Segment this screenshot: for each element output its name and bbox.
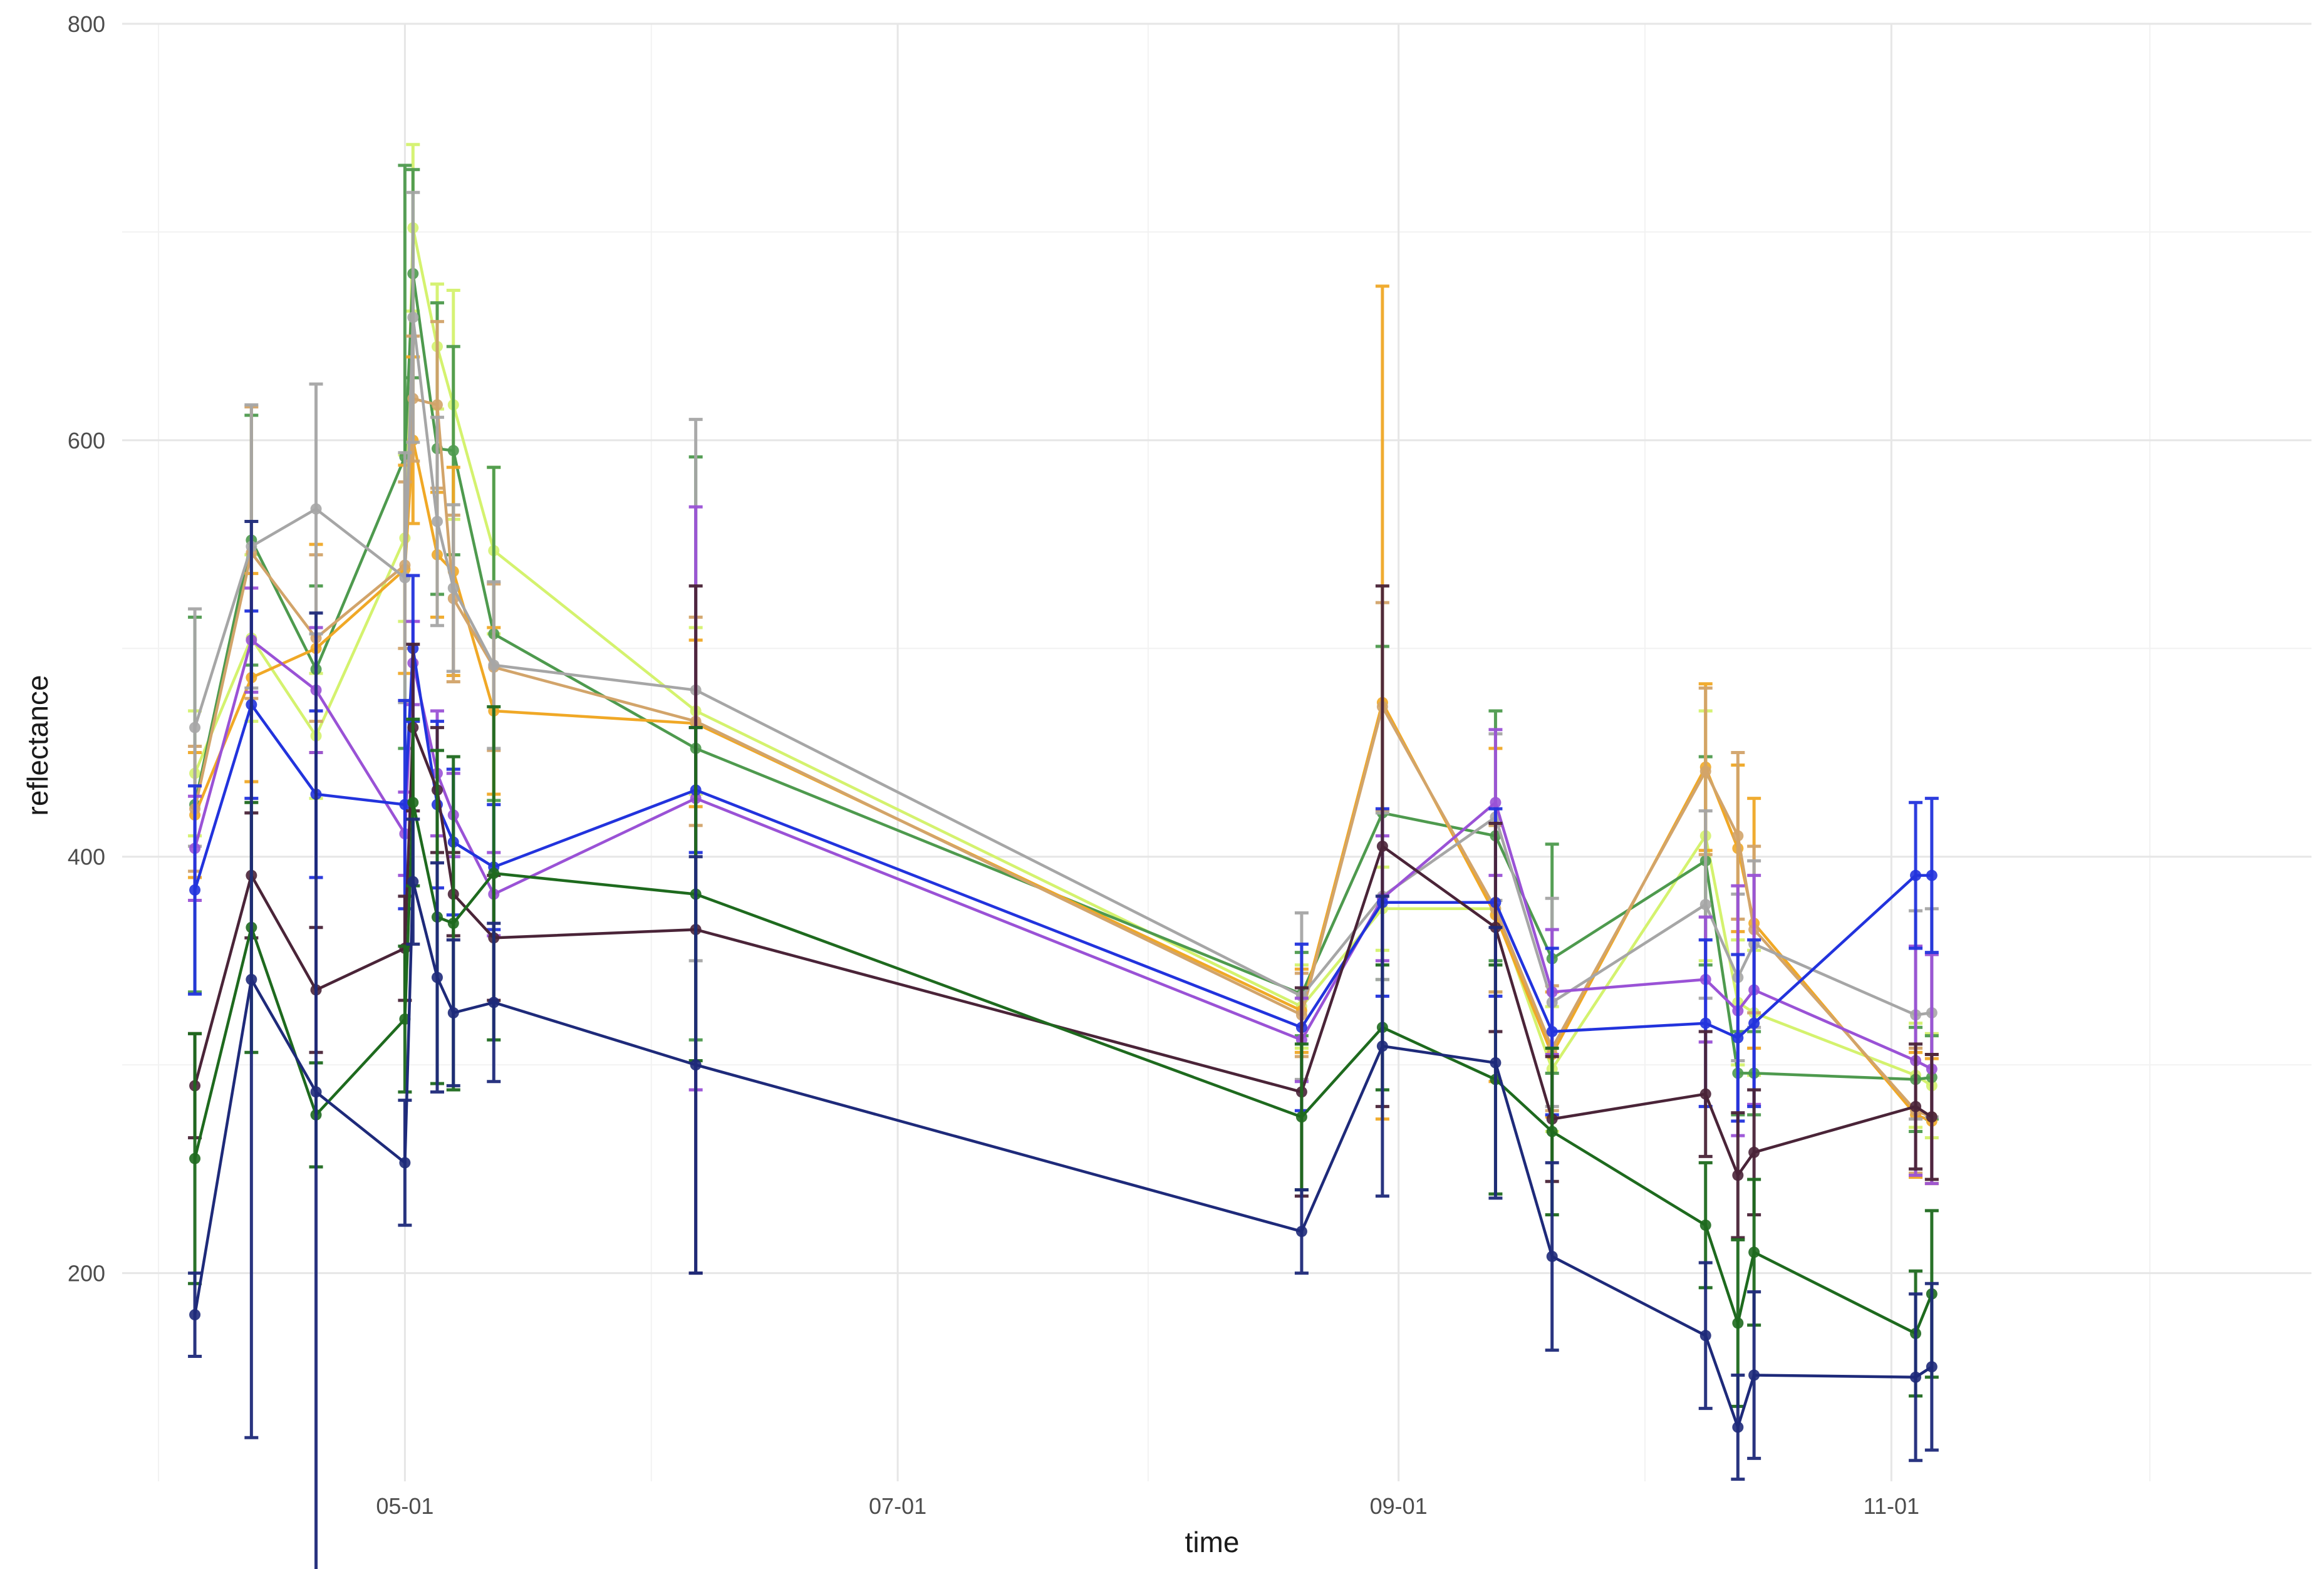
data-point [310,1086,322,1098]
series-layer [188,143,1939,1569]
data-point [447,445,459,457]
data-point [407,311,419,323]
data-point [488,867,500,879]
data-point [1748,1146,1760,1158]
data-point [1376,1040,1388,1052]
grid-major [122,23,2311,1481]
series-line [193,801,1933,1335]
data-point [447,582,459,594]
data-point [1926,869,1938,881]
y-tick-label: 400 [68,844,105,870]
data-point [1546,1250,1558,1262]
x-axis-title: time [1185,1526,1240,1558]
data-point [1699,1017,1711,1029]
data-point [1376,841,1388,852]
data-point [1699,1330,1711,1342]
series-navy [188,520,1939,1569]
data-point [1295,1111,1307,1123]
data-point [488,659,500,671]
data-point [399,572,411,584]
data-point [1910,869,1922,881]
data-point [1748,1246,1760,1258]
y-tick-labels: 200 400 600 800 [68,11,105,1287]
data-point [1732,1317,1744,1329]
data-point [431,515,443,527]
data-point [1910,1371,1922,1383]
data-point [407,876,419,888]
data-point [431,399,443,411]
data-point [488,997,500,1008]
data-point [447,1007,459,1019]
data-point [1732,1421,1744,1433]
x-tick-label: 11-01 [1864,1493,1919,1519]
data-point [189,1309,201,1321]
data-point [1910,1100,1922,1112]
x-tick-label: 05-01 [376,1493,433,1519]
data-point [1699,1219,1711,1231]
data-point [189,884,201,896]
y-tick-label: 200 [68,1261,105,1287]
data-point [1732,1032,1744,1043]
data-point [1490,797,1502,809]
data-point [399,1157,411,1169]
data-point [310,503,322,515]
series-line [193,397,1932,1119]
x-tick-label: 09-01 [1370,1493,1428,1519]
data-point [690,1059,702,1071]
data-point [1295,1226,1307,1238]
x-tick-label: 07-01 [869,1493,926,1519]
data-point [1490,1057,1502,1069]
y-axis-title: reflectance [21,675,54,816]
data-point [1546,1126,1558,1137]
data-point [189,1152,201,1164]
data-point [431,971,443,983]
data-point [407,797,419,809]
data-point [1732,1169,1744,1181]
data-point [1699,1088,1711,1100]
data-point [1546,1025,1558,1037]
y-tick-label: 600 [68,428,105,453]
x-tick-labels: 05-01 07-01 09-01 11-01 [376,1493,1919,1519]
data-point [1748,1369,1760,1381]
data-point [1748,1017,1760,1029]
data-point [1699,765,1711,777]
y-tick-label: 800 [68,11,105,37]
data-point [447,918,459,929]
data-point [1732,830,1744,842]
data-point [1699,899,1711,911]
series-line [193,880,1933,1429]
data-point [1926,1361,1938,1373]
data-point [189,722,201,733]
data-point [246,973,257,985]
series-line [193,316,1932,1017]
data-point [1926,1111,1938,1123]
grid-minor [122,24,2311,1481]
